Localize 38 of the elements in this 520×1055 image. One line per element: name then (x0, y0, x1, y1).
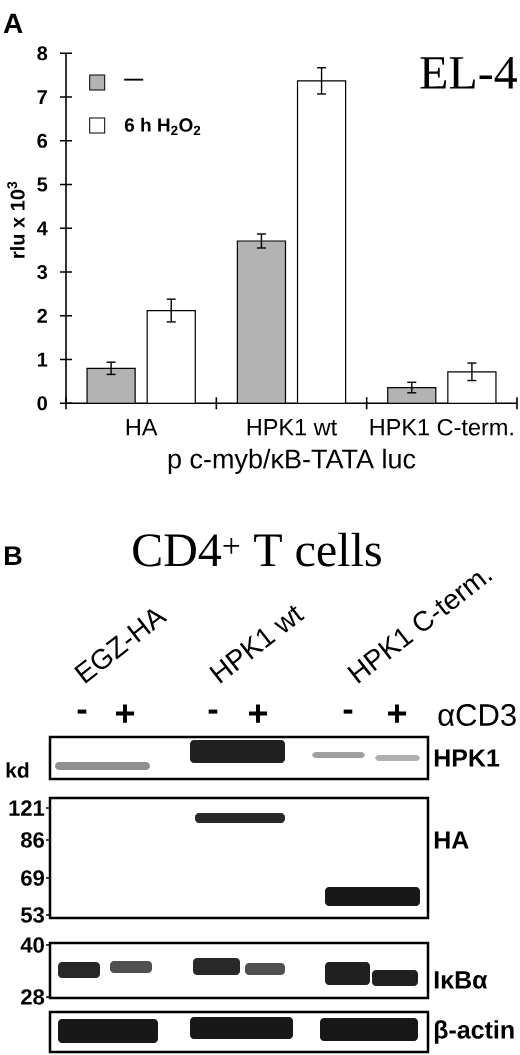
y-tick-label: 0 (37, 396, 47, 411)
y-tick-label: 4 (36, 221, 48, 236)
y-tick-label: 6 (37, 133, 48, 148)
y-tick-label: 3 (37, 264, 48, 280)
text: - (343, 709, 353, 714)
text: B (5, 546, 22, 565)
text: 69 (21, 870, 44, 886)
text: - (208, 709, 218, 714)
legend-label: 6 h H$_{2}$O$_{2}$ (124, 117, 201, 135)
chart-title: EL-4 (420, 56, 517, 89)
text: 86 (21, 832, 45, 848)
text: kd (6, 762, 29, 778)
text: 28 (21, 989, 45, 1005)
text: HA (434, 831, 469, 849)
text: + (115, 704, 135, 723)
text: A (3, 13, 23, 33)
y-tick-label: 1 (37, 352, 48, 367)
text: - (77, 709, 87, 714)
x-axis-title: p c-myb/κB-TATA luc (168, 448, 416, 474)
legend-label: — (124, 78, 144, 81)
y-tick-label: 7 (37, 90, 47, 104)
y-axis-title: rlu x 10$^{3}$ (7, 181, 25, 258)
text: + (388, 704, 407, 723)
x-tick-label: HPK1 C-term. (370, 418, 513, 436)
y-tick-label: 8 (37, 46, 48, 61)
text: HPK1 (434, 749, 500, 767)
text: + (249, 704, 268, 723)
text: 53 (21, 907, 45, 923)
text: 121 (9, 800, 45, 816)
text: IκBα (434, 971, 488, 989)
x-tick-label: HPK1 wt (247, 419, 337, 436)
y-tick-label: 2 (37, 308, 47, 323)
text: β-actin (434, 1020, 514, 1044)
text: αCD3 (438, 704, 516, 726)
y-tick-label: 5 (37, 177, 48, 192)
text: CD4$^{+}$ T cells (133, 532, 381, 567)
x-tick-label: HA (126, 419, 158, 436)
text: 40 (20, 937, 44, 953)
